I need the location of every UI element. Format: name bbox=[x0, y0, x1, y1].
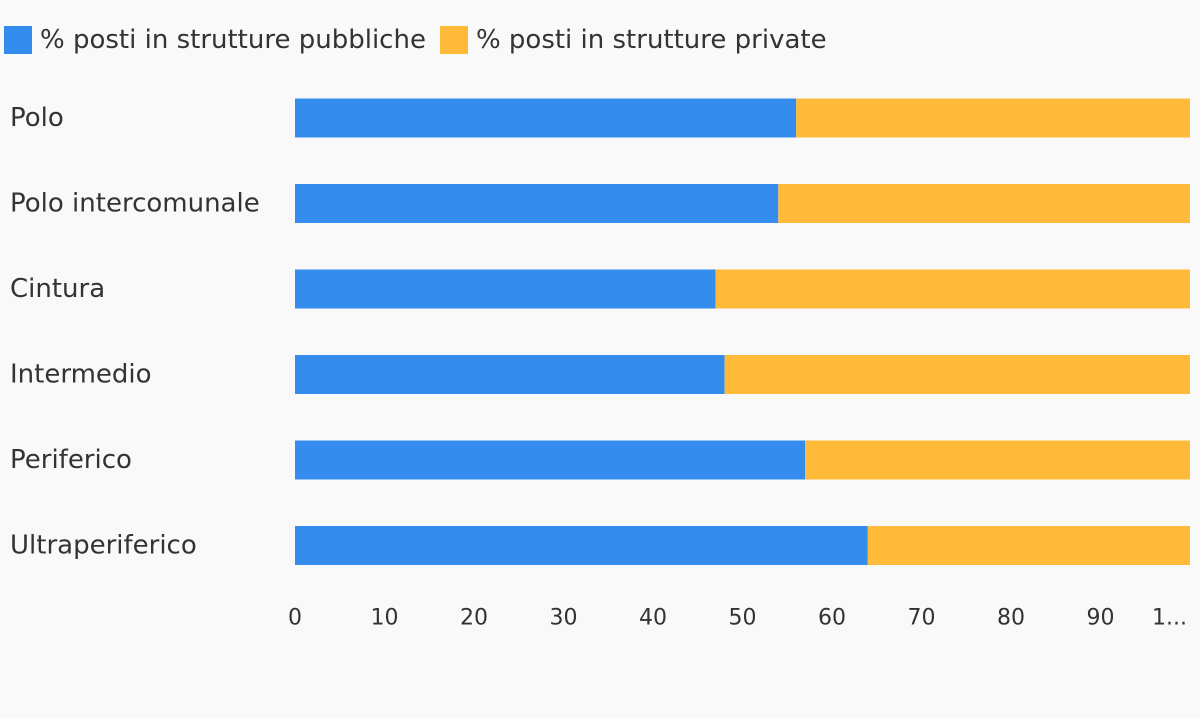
bar-polo-intercomunale-public[interactable] bbox=[295, 184, 779, 223]
category-label-cintura: Cintura bbox=[10, 274, 105, 304]
legend-item-public[interactable]: % posti in strutture pubbliche bbox=[4, 22, 426, 58]
bar-periferico-private[interactable] bbox=[805, 440, 1190, 480]
x-tick-label: 20 bbox=[460, 606, 488, 631]
bar-intermedio-public[interactable] bbox=[295, 355, 725, 394]
x-tick-label: 70 bbox=[908, 606, 936, 631]
bar-cintura-public[interactable] bbox=[295, 269, 716, 309]
x-tick-label: 90 bbox=[1087, 606, 1115, 631]
category-label-polo: Polo bbox=[10, 103, 64, 133]
category-label-periferico: Periferico bbox=[10, 445, 132, 475]
legend-swatch-private bbox=[439, 26, 468, 54]
legend-label-private: % posti in strutture private bbox=[475, 25, 827, 55]
bar-ultraperiferico-private[interactable] bbox=[867, 526, 1190, 565]
x-tick-label: 1... bbox=[1152, 606, 1187, 631]
bar-intermedio-private[interactable] bbox=[724, 355, 1190, 394]
bar-ultraperiferico-public[interactable] bbox=[295, 526, 868, 565]
bar-polo-intercomunale-private[interactable] bbox=[778, 184, 1190, 223]
x-tick-label: 40 bbox=[639, 606, 667, 631]
x-tick-label: 0 bbox=[288, 606, 302, 631]
bar-polo-private[interactable] bbox=[796, 98, 1190, 138]
bar-periferico-public[interactable] bbox=[295, 440, 806, 480]
x-tick-label: 60 bbox=[818, 606, 846, 631]
legend: % posti in strutture pubbliche % posti i… bbox=[4, 22, 841, 58]
x-tick-label: 10 bbox=[371, 606, 399, 631]
legend-item-private[interactable]: % posti in strutture private bbox=[439, 22, 827, 58]
category-label-ultraperiferico: Ultraperiferico bbox=[10, 531, 197, 561]
category-label-intermedio: Intermedio bbox=[10, 360, 152, 390]
category-label-polo-intercomunale: Polo intercomunale bbox=[10, 189, 260, 219]
bar-polo-public[interactable] bbox=[295, 98, 797, 138]
x-tick-label: 30 bbox=[550, 606, 578, 631]
legend-label-public: % posti in strutture pubbliche bbox=[40, 25, 426, 55]
legend-swatch-public bbox=[4, 26, 32, 54]
x-tick-label: 50 bbox=[729, 606, 757, 631]
bar-cintura-private[interactable] bbox=[715, 269, 1190, 309]
x-tick-label: 80 bbox=[997, 606, 1025, 631]
